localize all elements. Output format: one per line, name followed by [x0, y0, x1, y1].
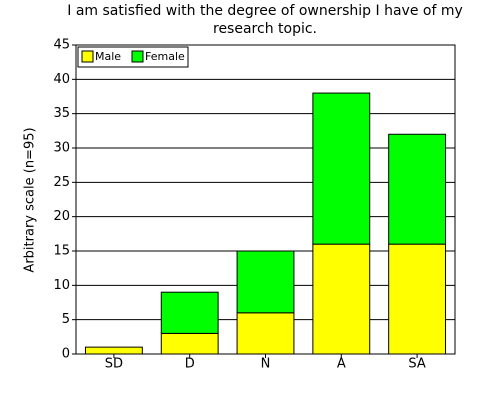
y-tick-label: 25 [53, 175, 70, 190]
legend-label: Female [145, 50, 185, 63]
x-tick-label: D [185, 357, 195, 372]
x-tick-label: A [337, 357, 346, 372]
bar-segment [84, 346, 143, 355]
bar-segment [236, 312, 295, 355]
bar-segment [388, 133, 447, 245]
bar-segment [312, 92, 371, 245]
y-tick-label: 30 [53, 141, 70, 156]
y-axis-label: Arbitrary scale (n=95) [23, 127, 38, 272]
y-tick-label: 15 [53, 244, 70, 259]
bar-segment [160, 332, 219, 355]
bar-segment [312, 243, 371, 355]
legend-swatch [131, 50, 144, 63]
bar-segment [388, 243, 447, 355]
y-tick-label: 20 [53, 209, 70, 224]
bar-segment [160, 291, 219, 334]
legend: Male Female [77, 46, 189, 68]
bar-segment [236, 250, 295, 314]
y-tick-label: 0 [62, 347, 70, 362]
x-tick-label: N [261, 357, 271, 372]
y-tick-label: 10 [53, 278, 70, 293]
x-tick-label: SA [408, 357, 425, 372]
y-tick-label: 35 [53, 106, 70, 121]
y-tick-label: 45 [53, 38, 70, 53]
chart-title: I am satisfied with the degree of owners… [67, 3, 463, 37]
legend-label: Male [95, 50, 121, 63]
y-tick-label: 40 [53, 72, 70, 87]
legend-swatch [81, 50, 94, 63]
y-tick-label: 5 [62, 312, 70, 327]
x-tick-label: SD [105, 357, 123, 372]
